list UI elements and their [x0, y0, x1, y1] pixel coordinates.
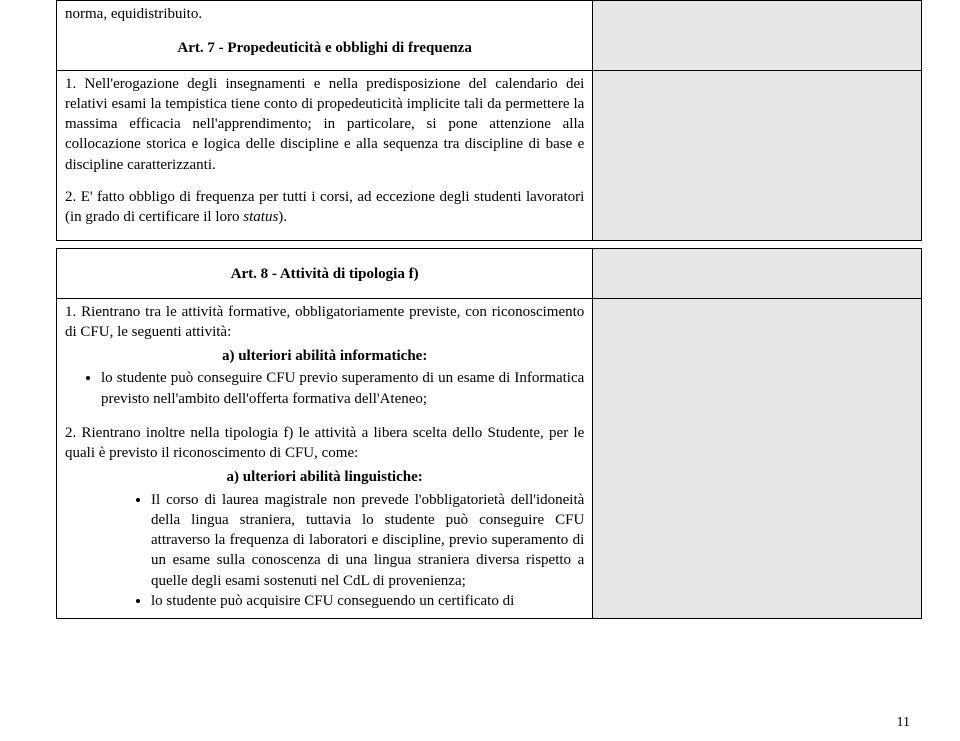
paragraph: 1. Rientrano tra le attività formative, …: [65, 302, 584, 343]
bold-text: a) ulteriori abilità linguistiche: [227, 469, 418, 485]
table-row: 1. Rientrano tra le attività formative, …: [57, 298, 922, 619]
subitem-label: a) ulteriori abilità linguistiche:: [65, 467, 584, 487]
right-cell: [593, 298, 922, 619]
text-span: 2. E' fatto obbligo di frequenza per tut…: [65, 189, 584, 225]
article-heading: Art. 8 - Attività di tipologia f): [65, 262, 584, 286]
content-cell: 1. Nell'erogazione degli insegnamenti e …: [57, 70, 593, 241]
list-item: Il corso di laurea magistrale non preved…: [151, 490, 584, 591]
emphasis: status: [243, 209, 278, 225]
right-cell: [593, 70, 922, 241]
text-span: ).: [278, 209, 287, 225]
right-cell: [593, 249, 922, 298]
paragraph: 1. Nell'erogazione degli insegnamenti e …: [65, 74, 584, 175]
bullet-list: lo studente può conseguire CFU previo su…: [65, 368, 584, 409]
table-row: 1. Nell'erogazione degli insegnamenti e …: [57, 70, 922, 241]
list-item: lo studente può acquisire CFU conseguend…: [151, 591, 584, 611]
subitem-label: a) ulteriori abilità informatiche:: [65, 346, 584, 366]
table-row: norma, equidistribuito. Art. 7 - Propede…: [57, 1, 922, 71]
paragraph: 2. Rientrano inoltre nella tipologia f) …: [65, 423, 584, 464]
document-page: norma, equidistribuito. Art. 7 - Propede…: [0, 0, 960, 741]
content-cell: norma, equidistribuito. Art. 7 - Propede…: [57, 1, 593, 71]
bullet-list: Il corso di laurea magistrale non preved…: [115, 490, 584, 612]
article-heading: Art. 7 - Propedeuticità e obblighi di fr…: [65, 36, 584, 60]
paragraph: 2. E' fatto obbligo di frequenza per tut…: [65, 187, 584, 228]
text-span: :: [422, 348, 427, 364]
right-cell: [593, 1, 922, 71]
spacer-row: [57, 241, 922, 249]
table-row: Art. 8 - Attività di tipologia f): [57, 249, 922, 298]
content-cell: 1. Rientrano tra le attività formative, …: [57, 298, 593, 619]
text-span: :: [418, 469, 423, 485]
bold-text: a) ulteriori abilità informatiche: [222, 348, 422, 364]
paragraph: norma, equidistribuito.: [65, 4, 584, 24]
document-table: norma, equidistribuito. Art. 7 - Propede…: [56, 0, 922, 619]
content-cell: Art. 8 - Attività di tipologia f): [57, 249, 593, 298]
page-number: 11: [897, 714, 910, 733]
list-item: lo studente può conseguire CFU previo su…: [101, 368, 584, 409]
